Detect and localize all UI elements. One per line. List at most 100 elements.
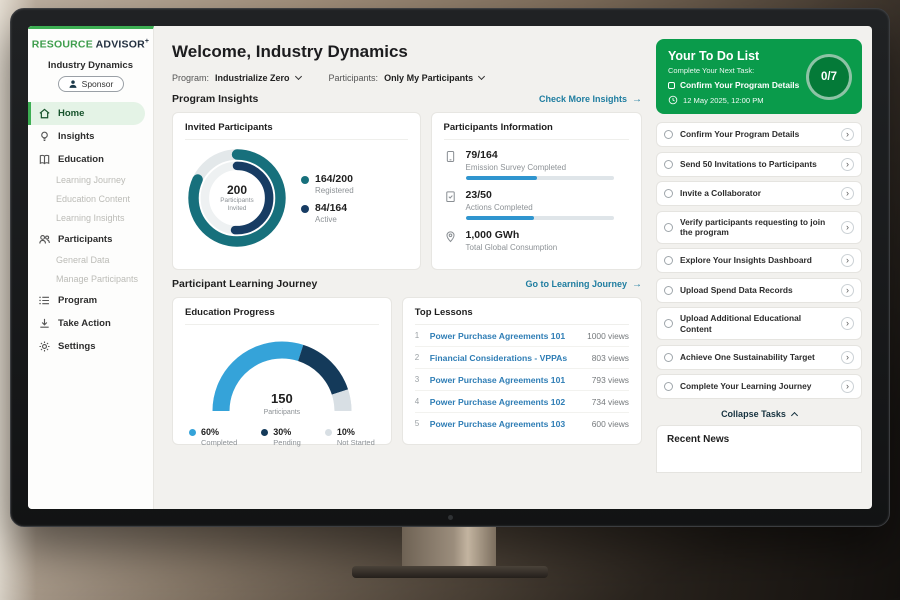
sidebar-item-label: Take Action bbox=[58, 317, 111, 329]
learning-journey-row: Education Progress bbox=[172, 297, 642, 447]
program-filter[interactable]: Program: Industrialize Zero bbox=[172, 72, 302, 83]
sidebar-item-general-data[interactable]: General Data bbox=[28, 251, 153, 270]
lesson-link[interactable]: Financial Considerations - VPPAs bbox=[429, 352, 568, 363]
sponsor-badge[interactable]: Sponsor bbox=[57, 75, 124, 92]
task-checkbox[interactable] bbox=[664, 222, 673, 232]
legend-dot bbox=[189, 429, 196, 436]
task-label: Send 50 Invitations to Participants bbox=[680, 158, 817, 169]
arrow-right-icon: → bbox=[632, 278, 642, 290]
brand-resource: RESOURCE bbox=[31, 38, 93, 51]
chevron-right-icon[interactable]: › bbox=[841, 220, 854, 234]
task-row-8[interactable]: Achieve One Sustainability Target › bbox=[656, 344, 862, 370]
chevron-right-icon[interactable]: › bbox=[841, 187, 854, 200]
checkbox-icon[interactable] bbox=[668, 81, 675, 89]
brand-plus: + bbox=[144, 38, 150, 45]
chevron-right-icon[interactable]: › bbox=[841, 128, 854, 141]
location-pin-icon bbox=[444, 229, 458, 256]
go-to-learning-journey-link[interactable]: Go to Learning Journey → bbox=[525, 279, 642, 290]
invited-donut-chart: 200 Participants Invited bbox=[185, 146, 289, 250]
gauge-center-label: 150 Participants bbox=[263, 391, 301, 416]
task-row-9[interactable]: Complete Your Learning Journey › bbox=[656, 374, 862, 399]
task-row-7[interactable]: Upload Additional Educational Content › bbox=[656, 307, 862, 340]
section-title: Program Insights bbox=[172, 93, 259, 105]
sidebar-item-participants[interactable]: Participants bbox=[28, 228, 153, 251]
sidebar-item-label: Insights bbox=[58, 130, 95, 142]
chevron-right-icon[interactable]: › bbox=[841, 283, 854, 297]
sidebar-item-settings[interactable]: Settings bbox=[28, 335, 153, 358]
sidebar-item-label: Education Content bbox=[56, 194, 131, 204]
actions-progress-bar bbox=[465, 216, 614, 220]
section-title: Participant Learning Journey bbox=[172, 278, 318, 290]
task-checkbox[interactable] bbox=[664, 159, 673, 169]
brand-advisor: ADVISOR bbox=[95, 38, 145, 51]
sidebar-item-label: Participants bbox=[58, 233, 113, 245]
lesson-rank: 3 bbox=[414, 375, 420, 384]
page-title: Welcome, Industry Dynamics bbox=[172, 42, 408, 61]
stat-actions-completed: 23/50 Actions Completed bbox=[444, 189, 629, 220]
lesson-views: 793 views bbox=[591, 374, 629, 385]
participants-filter-value: Only My Participants bbox=[384, 73, 474, 83]
collapse-tasks-button[interactable]: Collapse Tasks bbox=[656, 404, 862, 425]
legend-dot bbox=[301, 204, 309, 213]
task-label: Upload Additional Educational Content bbox=[680, 313, 802, 334]
sidebar-item-label: Settings bbox=[58, 340, 96, 352]
task-row-1[interactable]: Confirm Your Program Details › bbox=[656, 122, 862, 147]
chevron-right-icon[interactable]: › bbox=[841, 254, 854, 267]
sidebar-item-label: Education bbox=[58, 153, 104, 165]
app-logo: RESOURCE ADVISOR+ bbox=[28, 38, 153, 51]
task-row-3[interactable]: Invite a Collaborator › bbox=[656, 181, 862, 206]
link-label: Check More Insights bbox=[538, 94, 627, 104]
sidebar-item-take-action[interactable]: Take Action bbox=[28, 312, 153, 335]
legend-dot bbox=[324, 429, 332, 436]
sidebar-item-label: Home bbox=[58, 107, 85, 119]
sidebar-item-education-content[interactable]: Education Content bbox=[28, 190, 153, 209]
task-row-2[interactable]: Send 50 Invitations to Participants › bbox=[656, 151, 862, 177]
task-row-5[interactable]: Explore Your Insights Dashboard › bbox=[656, 248, 862, 273]
task-list: Confirm Your Program Details › Send 50 I… bbox=[656, 122, 862, 399]
sidebar-item-manage-participants[interactable]: Manage Participants bbox=[28, 270, 153, 289]
book-icon bbox=[38, 153, 51, 166]
donut-legend: 164/200 Registered 84/164 Active bbox=[301, 166, 354, 231]
sidebar-item-learning-journey[interactable]: Learning Journey bbox=[28, 171, 153, 190]
chevron-right-icon[interactable]: › bbox=[841, 380, 854, 393]
task-row-4[interactable]: Verify participants requesting to join t… bbox=[656, 210, 862, 244]
chevron-right-icon[interactable]: › bbox=[841, 157, 854, 171]
participants-filter[interactable]: Participants: Only My Participants bbox=[329, 72, 486, 83]
chevron-right-icon[interactable]: › bbox=[841, 350, 854, 364]
lesson-row-4: 4 Power Purchase Agreements 102 734 view… bbox=[414, 391, 629, 413]
todo-panel: Your To Do List Complete Your Next Task:… bbox=[654, 26, 872, 509]
lesson-link[interactable]: Power Purchase Agreements 101 bbox=[429, 330, 566, 341]
lesson-link[interactable]: Power Purchase Agreements 101 bbox=[429, 374, 566, 385]
lesson-views: 1000 views bbox=[587, 330, 629, 341]
sidebar-item-home[interactable]: Home bbox=[28, 101, 145, 125]
education-gauge-chart: 150 Participants bbox=[207, 335, 357, 419]
education-progress-card: Education Progress bbox=[172, 297, 392, 447]
monitor-stand-neck bbox=[402, 527, 496, 569]
task-checkbox[interactable] bbox=[664, 130, 673, 139]
task-checkbox[interactable] bbox=[664, 319, 673, 328]
stat-global-consumption: 1,000 GWh Total Global Consumption bbox=[444, 229, 629, 256]
check-more-insights-link[interactable]: Check More Insights → bbox=[539, 94, 642, 105]
chevron-right-icon[interactable]: › bbox=[841, 317, 854, 330]
task-checkbox[interactable] bbox=[664, 352, 673, 362]
recent-news-title: Recent News bbox=[667, 433, 730, 445]
task-checkbox[interactable] bbox=[664, 189, 673, 198]
invited-participants-card: Invited Participants bbox=[172, 112, 421, 270]
todo-summary-card: Your To Do List Complete Your Next Task:… bbox=[656, 39, 862, 114]
clock-icon bbox=[668, 95, 678, 105]
sidebar-item-insights[interactable]: Insights bbox=[28, 125, 153, 148]
task-row-6[interactable]: Upload Spend Data Records › bbox=[656, 277, 862, 303]
sidebar-item-label: Manage Participants bbox=[56, 274, 139, 284]
sidebar-item-education[interactable]: Education bbox=[28, 148, 153, 171]
sidebar-item-learning-insights[interactable]: Learning Insights bbox=[28, 209, 153, 228]
sidebar-item-program[interactable]: Program bbox=[28, 289, 153, 312]
collapse-label: Collapse Tasks bbox=[721, 408, 786, 419]
lesson-link[interactable]: Power Purchase Agreements 103 bbox=[429, 418, 566, 429]
next-task[interactable]: Confirm Your Program Details bbox=[668, 80, 800, 90]
task-checkbox[interactable] bbox=[664, 285, 673, 295]
task-label: Confirm Your Program Details bbox=[680, 129, 800, 140]
due-date-label: 12 May 2025, 12:00 PM bbox=[683, 95, 764, 105]
lesson-link[interactable]: Power Purchase Agreements 102 bbox=[429, 396, 566, 407]
task-checkbox[interactable] bbox=[664, 382, 673, 391]
task-checkbox[interactable] bbox=[664, 256, 673, 265]
